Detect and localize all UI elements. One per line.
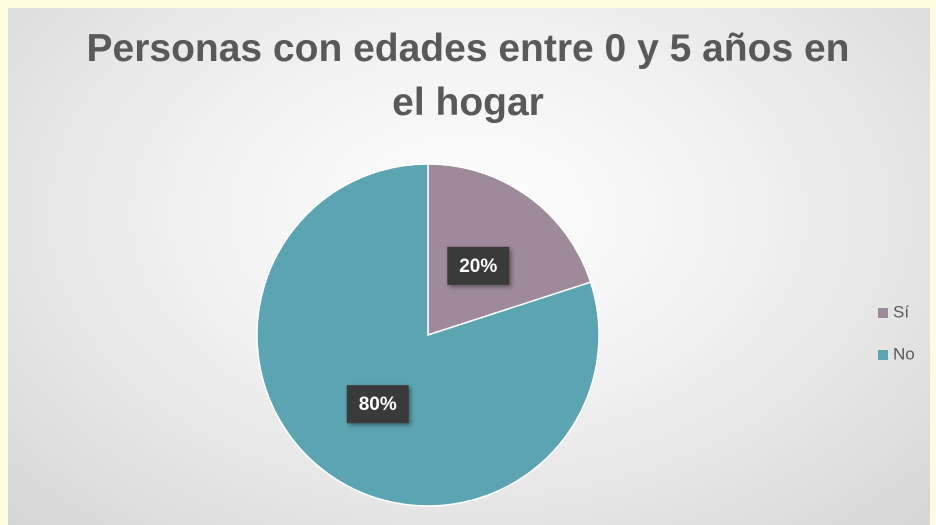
legend-label: Sí — [893, 302, 909, 321]
legend-swatch — [878, 308, 888, 318]
legend-swatch — [878, 350, 888, 360]
data-label: 20% — [459, 256, 497, 277]
legend-label: No — [893, 344, 915, 363]
data-label-box — [447, 246, 510, 285]
data-label: 80% — [359, 394, 397, 415]
chart-title: Personas con edades entre 0 y 5 años en … — [86, 27, 850, 124]
pie-slice — [256, 163, 600, 507]
data-label-box — [346, 385, 409, 424]
pie-slice — [427, 163, 592, 337]
